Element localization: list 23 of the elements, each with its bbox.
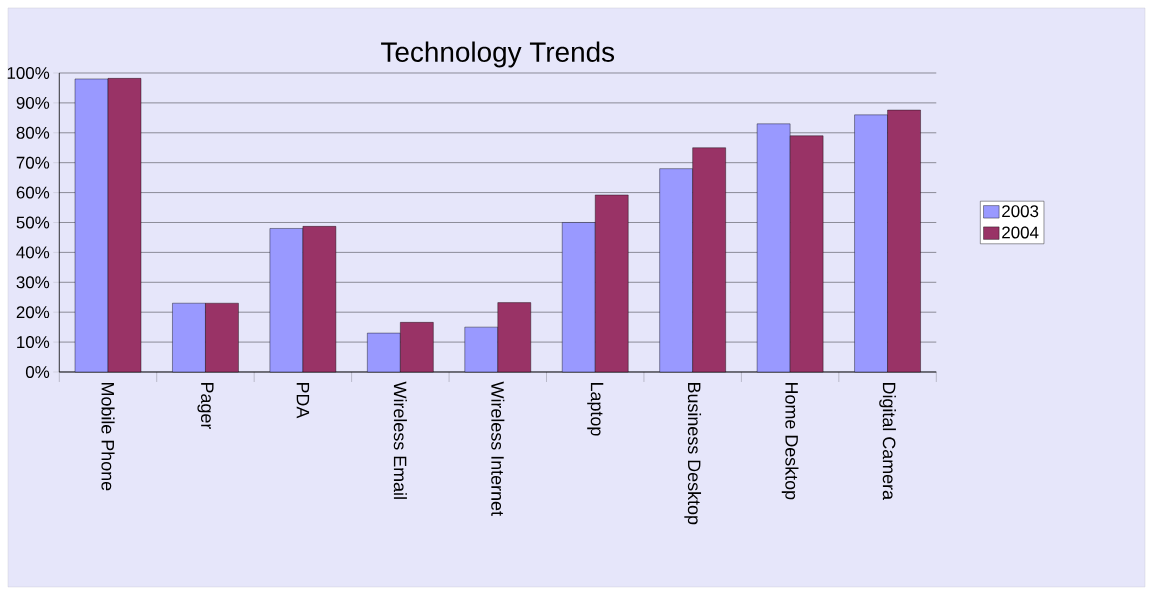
y-tick-label: 50%	[16, 216, 50, 229]
chart-title: Technology Trends	[381, 41, 615, 68]
x-tick-label: Wireless Email	[393, 381, 407, 499]
x-tick-label: Laptop	[587, 382, 604, 436]
y-tick-label: 10%	[17, 336, 50, 349]
legend-label: 2003	[1002, 205, 1039, 218]
x-tick-label: Business Desktop	[684, 382, 702, 525]
y-tick-label: 20%	[16, 306, 50, 319]
y-tick-label: 80%	[16, 126, 50, 139]
y-tick-label: 0%	[25, 365, 50, 378]
y-tick-label: 60%	[16, 186, 50, 199]
y-tick-label: 90%	[16, 96, 50, 109]
y-tick-label: 100%	[7, 66, 50, 79]
x-tick-label: PDA	[296, 382, 310, 419]
y-tick-label: 30%	[16, 276, 50, 289]
y-tick-label: 40%	[16, 246, 50, 259]
legend-label: 2004	[1002, 226, 1039, 239]
x-tick-label: Mobile Phone	[101, 382, 115, 491]
x-tick-label: Digital Camera	[879, 382, 896, 501]
x-tick-label: Wireless Internet	[491, 381, 505, 516]
y-tick-label: 70%	[16, 156, 50, 169]
x-tick-label: Home Desktop	[781, 382, 799, 500]
x-tick-label: Pager	[197, 382, 214, 430]
